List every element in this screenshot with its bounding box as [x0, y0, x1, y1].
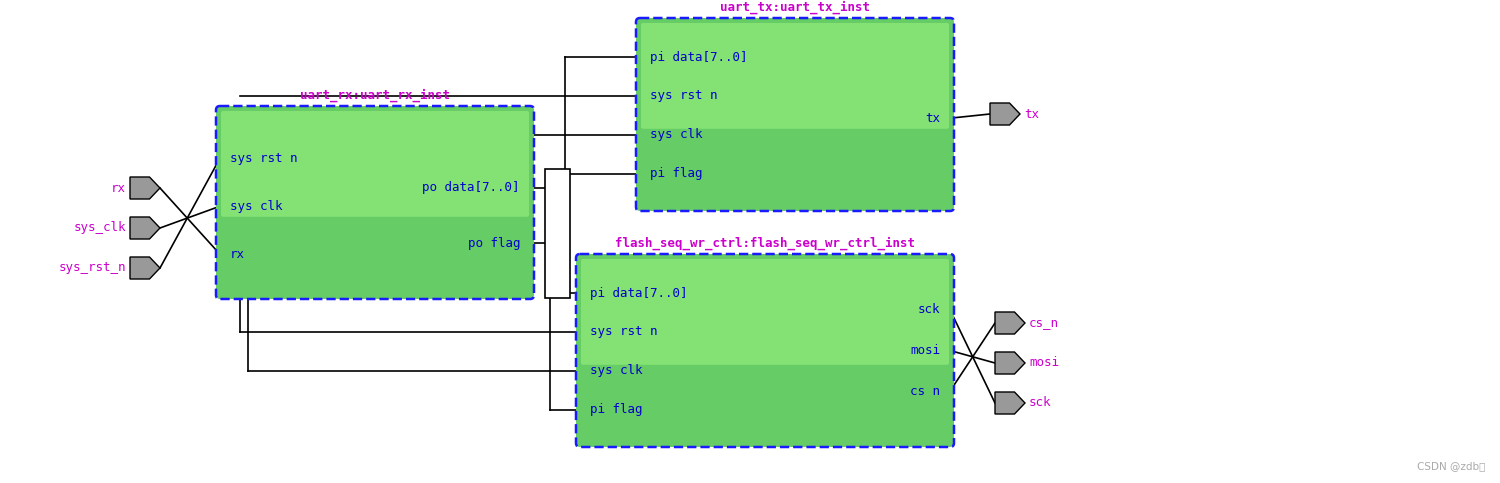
- Text: sys clk: sys clk: [230, 199, 282, 213]
- Text: pi flag: pi flag: [590, 403, 642, 416]
- Polygon shape: [990, 103, 1020, 125]
- Polygon shape: [994, 352, 1024, 374]
- Text: sck: sck: [1029, 397, 1051, 410]
- Text: tx: tx: [926, 112, 940, 125]
- FancyBboxPatch shape: [576, 254, 954, 447]
- FancyBboxPatch shape: [636, 18, 954, 211]
- Bar: [544, 169, 570, 298]
- Text: sys_rst_n: sys_rst_n: [58, 261, 126, 274]
- Text: sys clk: sys clk: [650, 128, 702, 142]
- Polygon shape: [994, 392, 1024, 414]
- Polygon shape: [130, 177, 160, 199]
- Polygon shape: [130, 217, 160, 239]
- Text: pi data[7..0]: pi data[7..0]: [650, 51, 747, 64]
- FancyBboxPatch shape: [580, 259, 950, 365]
- Text: sys rst n: sys rst n: [590, 326, 657, 339]
- Text: rx: rx: [111, 182, 126, 195]
- Text: sys rst n: sys rst n: [230, 152, 297, 165]
- Text: sys_clk: sys_clk: [74, 222, 126, 235]
- Text: CSDN @zdb坏: CSDN @zdb坏: [1416, 461, 1485, 471]
- Text: sys rst n: sys rst n: [650, 89, 717, 102]
- FancyBboxPatch shape: [220, 111, 530, 217]
- Text: flash_seq_wr_ctrl:flash_seq_wr_ctrl_inst: flash_seq_wr_ctrl:flash_seq_wr_ctrl_inst: [615, 237, 915, 250]
- Text: uart_rx:uart_rx_inst: uart_rx:uart_rx_inst: [300, 88, 450, 102]
- Text: rx: rx: [230, 248, 244, 261]
- Polygon shape: [130, 257, 160, 279]
- Text: mosi: mosi: [1029, 356, 1059, 369]
- Polygon shape: [994, 312, 1024, 334]
- Text: po flag: po flag: [468, 237, 520, 250]
- Text: sck: sck: [918, 303, 940, 316]
- Text: pi data[7..0]: pi data[7..0]: [590, 286, 687, 299]
- FancyBboxPatch shape: [216, 106, 534, 299]
- Text: cs_n: cs_n: [1029, 316, 1059, 329]
- Text: uart_tx:uart_tx_inst: uart_tx:uart_tx_inst: [720, 0, 870, 14]
- Text: pi flag: pi flag: [650, 167, 702, 180]
- Text: cs n: cs n: [910, 384, 940, 398]
- Text: tx: tx: [1024, 108, 1039, 120]
- Text: mosi: mosi: [910, 344, 940, 357]
- Text: po data[7..0]: po data[7..0]: [423, 181, 520, 194]
- Text: sys clk: sys clk: [590, 364, 642, 377]
- FancyBboxPatch shape: [640, 23, 950, 129]
